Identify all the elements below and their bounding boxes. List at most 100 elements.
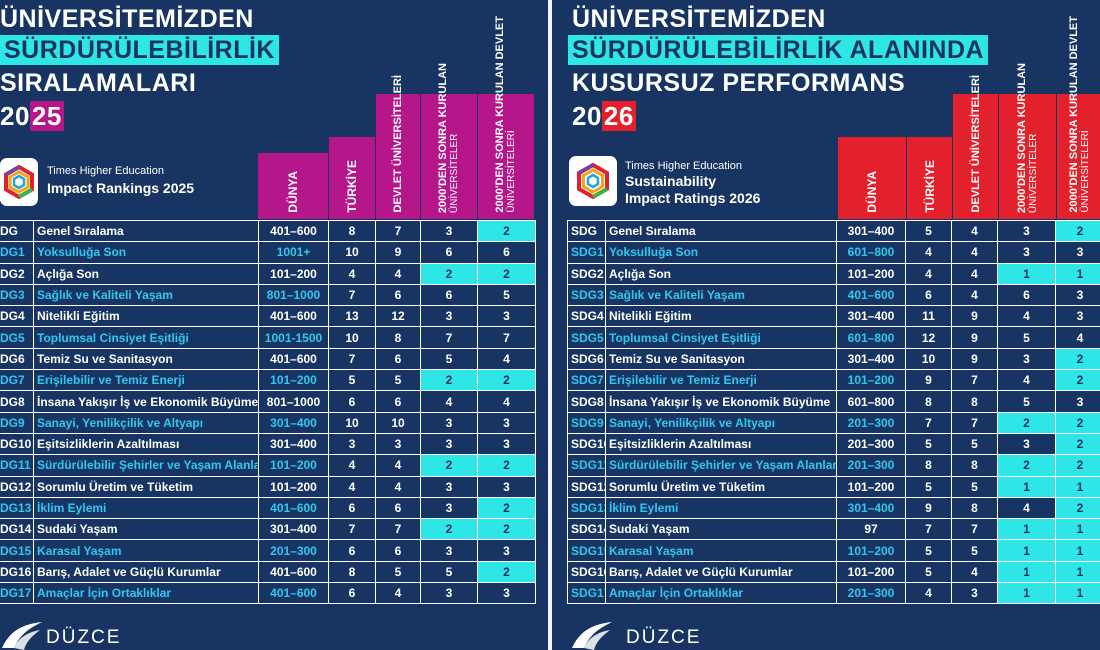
cell-sonra: 4: [997, 369, 1056, 392]
cell-name: Nitelikli Eğitim: [605, 305, 837, 328]
cell-turkiye: 6: [328, 496, 376, 520]
cell-sonra: 4: [997, 496, 1056, 520]
cell-sonra: 3: [420, 496, 478, 520]
cell-devlet: 6: [375, 283, 421, 307]
cell-turkiye: 8: [905, 390, 952, 413]
cell-dunya: 301–400: [836, 305, 906, 328]
table-row: DG3 Sağlık ve Kaliteli Yaşam 801–1000 7 6 6 5: [0, 283, 536, 307]
cell-name: Sudaki Yaşam: [605, 518, 837, 541]
table-row: SDG12Sorumlu Üretim ve Tüketim101–200551…: [567, 475, 1100, 498]
cell-sonra: 5: [420, 347, 478, 371]
cell-dunya: 801–1000: [258, 390, 329, 413]
cell-dunya: 101–200: [836, 560, 906, 584]
cell-name: Sürdürülebilir Şehirler ve Yaşam Alanlar…: [605, 454, 837, 477]
cell-sonra: 1: [997, 262, 1056, 285]
cell-dunya: 401–600: [258, 496, 329, 520]
cell-turkiye: 7: [905, 411, 952, 434]
right-header-turkiye: TÜRKİYE: [907, 137, 952, 219]
cell-devlet: 9: [951, 326, 998, 349]
cell-sonra-devlet: 3: [477, 475, 536, 498]
cell-dunya: 101–200: [836, 475, 906, 498]
left-header-sonra: 2000'DEN SONRA KURULAN ÜNİVERSİTELER: [421, 63, 477, 219]
cell-turkiye: 11: [905, 305, 952, 328]
left-title-line2: SÜRDÜRÜLEBİLİRLİK: [0, 35, 279, 65]
cell-code: DG5: [0, 326, 34, 349]
right-title-line1: ÜNİVERSİTEMİZDEN: [572, 5, 826, 33]
cell-code: SDG1: [567, 241, 606, 264]
cell-dunya: 601–800: [836, 241, 906, 264]
cell-devlet: 5: [375, 560, 421, 584]
cell-name: Amaçlar İçin Ortaklıklar: [605, 582, 837, 605]
cell-sonra-devlet: 3: [477, 539, 536, 562]
right-the-logo-card: [569, 156, 617, 206]
cell-sonra-devlet: 1: [1055, 262, 1100, 285]
cell-dunya: 97: [836, 518, 906, 541]
cell-sonra: 1: [997, 539, 1056, 562]
cell-sonra-devlet: 3: [477, 411, 536, 434]
cell-name: Sorumlu Üretim ve Tüketim: [605, 475, 837, 498]
left-panel-2025: ÜNİVERSİTEMİZDEN SÜRDÜRÜLEBİLİRLİK SIRAL…: [0, 5, 536, 650]
cell-sonra: 3: [420, 411, 478, 434]
cell-sonra: 3: [420, 475, 478, 498]
cell-dunya: 301–400: [258, 411, 329, 434]
table-row: DG6 Temiz Su ve Sanitasyon 401–600 7 6 5 4: [0, 347, 536, 371]
table-row: DG11 Sürdürülebilir Şehirler ve Yaşam Ala…: [0, 454, 536, 477]
cell-sonra-devlet: 3: [477, 305, 536, 328]
cell-turkiye: 13: [328, 305, 376, 328]
table-row: SDG10Eşitsizliklerin Azaltılması201–3005…: [567, 432, 1100, 456]
cell-devlet: 8: [951, 454, 998, 477]
left-ranking-table: DG Genel Sıralama 401–600 8 7 3 2 DG1 Yoksulluğa…: [0, 219, 536, 605]
cell-dunya: 401–600: [836, 283, 906, 307]
cell-sonra: 3: [997, 347, 1056, 371]
cell-dunya: 101–200: [836, 539, 906, 562]
cell-turkiye: 6: [905, 283, 952, 307]
cell-name: Genel Sıralama: [33, 219, 259, 243]
cell-devlet: 4: [375, 454, 421, 477]
cell-sonra: 4: [997, 305, 1056, 328]
cell-sonra: 5: [997, 326, 1056, 349]
table-row: SDG2 Açlığa Son 101–200 4 4 1 1: [567, 262, 1100, 285]
cell-turkiye: 5: [905, 560, 952, 584]
cell-dunya: 101–200: [258, 369, 329, 392]
cell-turkiye: 10: [328, 241, 376, 264]
cell-code: DG15: [0, 539, 34, 562]
left-duzce-logo-text: DÜZCE: [46, 627, 122, 648]
table-row: DG13 İklim Eylemi 401–600 6 6 3 2: [0, 496, 536, 520]
right-year: 2026: [572, 101, 636, 131]
cell-dunya: 401–600: [258, 582, 329, 605]
cell-devlet: 12: [375, 305, 421, 328]
cell-devlet: 4: [375, 582, 421, 605]
left-header-sonra-devlet: 2000'DEN SONRA KURULAN DEVLET ÜNİVERSİTEL…: [478, 16, 534, 219]
right-header-dunya: DÜNYA: [838, 137, 906, 219]
cell-turkiye: 10: [905, 347, 952, 371]
right-panel-2026: ÜNİVERSİTEMİZDEN SÜRDÜRÜLEBİLİRLİK ALANI…: [550, 0, 1100, 650]
table-row: DG12 Sorumlu Üretim ve Tüketim 101–200 4 4 3 3: [0, 475, 536, 498]
cell-sonra-devlet: 1: [1055, 560, 1100, 584]
cell-sonra-devlet: 2: [477, 369, 536, 392]
cell-code: SDG11: [567, 454, 606, 477]
cell-sonra-devlet: 2: [477, 518, 536, 541]
cell-dunya: 201–300: [836, 411, 906, 434]
table-row: SDG4 Nitelikli Eğitim 301–400 11 9 4 3: [567, 305, 1100, 328]
left-logo-sub: Times Higher Education: [47, 165, 164, 177]
cell-devlet: 4: [375, 475, 421, 498]
cell-code: SDG10: [567, 432, 606, 456]
cell-dunya: 101–200: [258, 475, 329, 498]
cell-code: DG17: [0, 582, 34, 605]
cell-name: Nitelikli Eğitim: [33, 305, 259, 328]
cell-dunya: 201–300: [258, 539, 329, 562]
right-duzce-logo-text: DÜZCE: [626, 627, 702, 648]
cell-sonra: 2: [420, 369, 478, 392]
cell-dunya: 401–600: [258, 347, 329, 371]
cell-code: SDG3: [567, 283, 606, 307]
cell-sonra-devlet: 1: [1055, 539, 1100, 562]
cell-code: SDG12: [567, 475, 606, 498]
cell-name: Açlığa Son: [605, 262, 837, 285]
cell-sonra-devlet: 2: [477, 454, 536, 477]
cell-code: DG2: [0, 262, 34, 285]
cell-name: Karasal Yaşam: [33, 539, 259, 562]
cell-turkiye: 4: [328, 454, 376, 477]
